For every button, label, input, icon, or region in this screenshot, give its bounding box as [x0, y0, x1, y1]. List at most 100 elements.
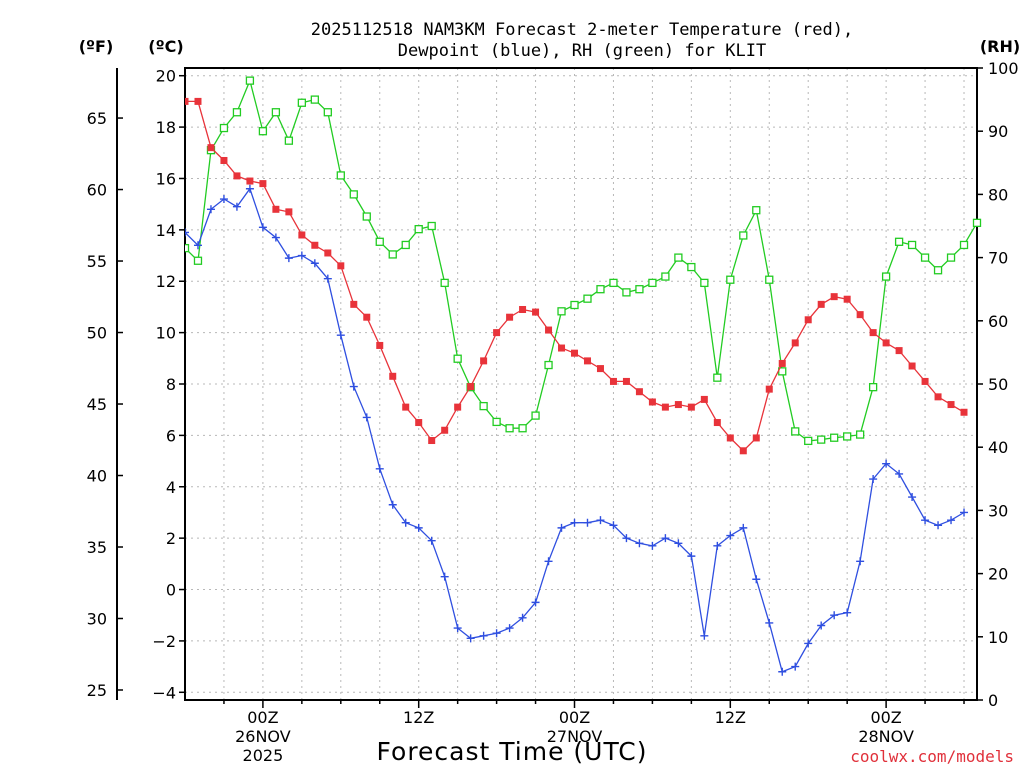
- dewpoint-point: [544, 557, 553, 566]
- celsius-tick-label: 16: [156, 169, 176, 188]
- fahrenheit-tick-label: 30: [87, 609, 107, 628]
- rh-point: [687, 262, 696, 272]
- rh-tick-label: 100: [988, 59, 1019, 78]
- rh-point: [401, 240, 410, 250]
- temperature-point: [363, 313, 371, 321]
- temperature-point: [765, 385, 773, 393]
- fahrenheit-tick-label: 40: [87, 467, 107, 486]
- rh-point: [193, 256, 203, 265]
- temperature-point: [947, 401, 955, 409]
- dewpoint-point: [219, 195, 228, 204]
- temperature-point: [804, 316, 812, 324]
- rh-point: [726, 275, 735, 284]
- dewpoint-point: [570, 518, 579, 527]
- rh-tick-label: 60: [988, 312, 1008, 331]
- dewpoint-point: [921, 516, 930, 525]
- rh-point: [972, 218, 982, 227]
- rh-point: [232, 108, 242, 117]
- temperature-point: [337, 262, 345, 270]
- rh-tick-label: 20: [988, 565, 1008, 584]
- dewpoint-point: [856, 557, 865, 566]
- rh-tick-label: 90: [988, 122, 1008, 141]
- temperature-point: [532, 308, 540, 316]
- rh-point: [427, 221, 436, 231]
- celsius-tick-label: 20: [156, 67, 176, 86]
- rh-point: [609, 278, 618, 288]
- rh-point: [271, 108, 281, 117]
- dewpoint-point: [895, 469, 904, 478]
- celsius-tick-label: −2: [152, 632, 176, 651]
- temperature-point: [830, 293, 838, 301]
- rh-point: [245, 76, 255, 85]
- celsius-tick-label: 2: [166, 529, 176, 548]
- dewpoint-point: [245, 184, 254, 193]
- time-tick-label: 12Z: [403, 708, 434, 727]
- rh-point: [531, 411, 540, 420]
- celsius-tick-label: 18: [156, 118, 176, 137]
- dewpoint-point: [258, 223, 267, 232]
- rh-point: [518, 424, 527, 433]
- temperature-point: [571, 349, 579, 357]
- rh-point: [479, 401, 488, 411]
- temperature-point: [311, 241, 319, 249]
- celsius-tick-label: 14: [156, 221, 176, 240]
- dewpoint-point: [271, 233, 280, 242]
- dewpoint-point: [791, 662, 800, 671]
- dewpoint-point: [297, 251, 306, 260]
- rh-point: [765, 275, 774, 284]
- dewpoint-point: [284, 254, 293, 263]
- dewpoint-point: [804, 639, 813, 648]
- rh-point: [323, 108, 332, 117]
- chart-title-line1: 2025112518 NAM3KM Forecast 2-meter Tempe…: [311, 20, 853, 40]
- x-axis-label: Forecast Time (UTC): [377, 737, 648, 766]
- dewpoint-point: [453, 624, 462, 633]
- date-label: 28NOV: [858, 727, 914, 746]
- rh-point: [362, 212, 371, 221]
- dewpoint-point: [622, 534, 631, 543]
- rh-point: [622, 288, 631, 297]
- rh-tick-label: 80: [988, 185, 1008, 204]
- series-open-square: [185, 76, 982, 446]
- fahrenheit-tick-label: 55: [87, 252, 107, 271]
- temperature-point: [389, 372, 397, 380]
- temperature-point: [895, 347, 903, 355]
- celsius-axis-ticks: −4 −2 0 2 4 6 8 10 12 14 16 18 20: [152, 67, 185, 702]
- date-label: 26NOV: [235, 727, 291, 746]
- temperature-point: [921, 377, 929, 385]
- credit-text: coolwx.com/models: [850, 747, 1014, 766]
- rh-point: [388, 250, 397, 259]
- plot-series: [185, 76, 982, 676]
- rh-point: [881, 272, 891, 281]
- temperature-point: [467, 383, 475, 391]
- temperature-point: [194, 97, 202, 105]
- rh-tick-label: 30: [988, 501, 1008, 520]
- dewpoint-point: [908, 493, 917, 502]
- dewpoint-point: [739, 523, 748, 532]
- temperature-point: [402, 403, 410, 411]
- dewpoint-point: [882, 459, 891, 468]
- dewpoint-point: [349, 382, 358, 391]
- rh-tick-label: 0: [988, 691, 998, 710]
- dewpoint-point: [505, 624, 514, 633]
- temperature-point: [648, 398, 656, 406]
- rh-point: [310, 95, 319, 104]
- dewpoint-point: [700, 631, 709, 640]
- temperature-point: [285, 208, 293, 216]
- rh-point: [453, 354, 462, 363]
- dewpoint-point: [661, 534, 670, 543]
- dewpoint-point: [726, 531, 735, 540]
- dewpoint-point: [687, 552, 696, 561]
- series-layer: [185, 76, 982, 676]
- fahrenheit-tick-label: 45: [87, 395, 107, 414]
- fahrenheit-tick-label: 25: [87, 681, 107, 700]
- temperature-point: [596, 365, 604, 373]
- temperature-point: [220, 156, 228, 164]
- temperature-point: [934, 393, 942, 401]
- dewpoint-point: [531, 598, 540, 607]
- rh-unit-label: (RH): [980, 37, 1020, 56]
- rh-tick-label: 70: [988, 249, 1008, 268]
- dewpoint-point: [310, 259, 319, 268]
- dewpoint-point: [401, 518, 410, 527]
- rh-point: [661, 272, 670, 281]
